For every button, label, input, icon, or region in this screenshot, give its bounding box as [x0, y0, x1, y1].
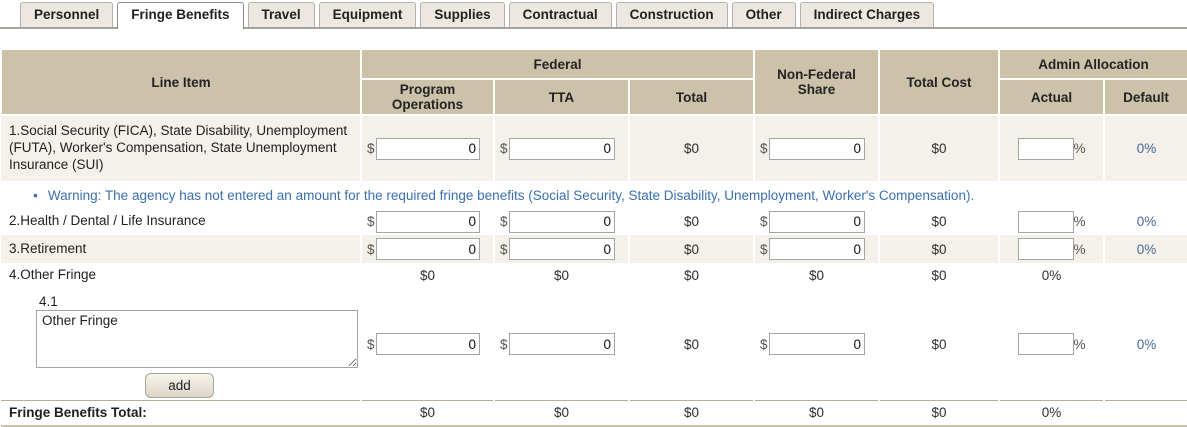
health-tta-input[interactable]	[508, 210, 615, 233]
fica-federal-total: $0	[627, 115, 755, 181]
tab-fringe-benefits[interactable]: Fringe Benefits	[117, 2, 244, 29]
other-default-percent	[1103, 263, 1187, 288]
dollar-sign: $	[500, 336, 508, 352]
health-total-cost: $0	[878, 208, 1000, 235]
col-header-tta: TTA	[493, 78, 630, 116]
line-item-label: 4.Other Fringe	[9, 267, 97, 283]
col-header-default: Default	[1103, 78, 1187, 116]
dollar-sign: $	[760, 241, 768, 257]
sub-total-cost: $0	[878, 288, 1000, 401]
table-row-other-fringe: 4.Other Fringe $0 $0 $0 $0 $0 0%	[1, 263, 1187, 288]
total-default-empty	[1103, 400, 1187, 427]
bullet-icon: •	[33, 186, 38, 203]
sub-item-number: 4.1	[39, 294, 58, 309]
health-actual-percent-input[interactable]	[1017, 210, 1074, 233]
total-cost: $0	[878, 400, 1000, 427]
dollar-sign: $	[367, 141, 375, 156]
col-group-federal: Federal	[359, 48, 756, 80]
retirement-federal-total: $0	[627, 235, 755, 263]
health-default-percent: 0%	[1103, 208, 1187, 235]
fringe-benefits-total-label: Fringe Benefits Total:	[1, 400, 361, 427]
sub-default-percent: 0%	[1103, 288, 1187, 401]
tab-personnel[interactable]: Personnel	[20, 2, 114, 27]
health-federal-total: $0	[627, 208, 755, 235]
col-header-actual: Actual	[998, 78, 1106, 116]
fica-non-federal-input[interactable]	[768, 137, 866, 160]
retirement-tta-input[interactable]	[508, 238, 615, 260]
fringe-benefits-total-row: Fringe Benefits Total: $0 $0 $0 $0 $0 0%	[1, 400, 1187, 427]
tab-contractual[interactable]: Contractual	[508, 2, 612, 27]
dollar-sign: $	[500, 241, 508, 257]
fringe-warning-row: • Warning: The agency has not entered an …	[1, 181, 1187, 208]
tab-equipment[interactable]: Equipment	[318, 2, 417, 27]
warning-text: Warning: The agency has not entered an a…	[47, 187, 975, 203]
percent-sign: %	[1073, 336, 1086, 352]
retirement-program-operations-input[interactable]	[375, 238, 480, 260]
col-header-line-item: Line Item	[0, 48, 362, 116]
health-program-operations-input[interactable]	[375, 210, 480, 233]
percent-sign: %	[1073, 241, 1086, 257]
sub-tta-input[interactable]	[508, 333, 615, 355]
dollar-sign: $	[500, 214, 508, 229]
fica-program-operations-input[interactable]	[375, 137, 480, 160]
sub-federal-total: $0	[627, 288, 755, 401]
fringe-warning-message: • Warning: The agency has not entered an …	[1, 181, 1187, 208]
table-row-health-insurance: 2.Health / Dental / Life Insurance $ $ $…	[1, 208, 1187, 235]
add-button[interactable]: add	[145, 373, 214, 398]
table-row-other-fringe-sub-item: 4.1 Other Fringe add $ $ $0 $ $0 % 0%	[1, 288, 1187, 401]
retirement-default-percent: 0%	[1103, 235, 1187, 263]
percent-sign: %	[1073, 141, 1086, 156]
tab-supplies[interactable]: Supplies	[420, 2, 505, 27]
col-header-program-operations: Program Operations	[360, 78, 495, 116]
col-header-non-federal-share: Non-Federal Share	[753, 48, 881, 116]
line-item-label: 3.Retirement	[1, 235, 361, 263]
col-header-total-cost: Total Cost	[878, 48, 1001, 116]
dollar-sign: $	[760, 336, 768, 352]
total-tta: $0	[493, 400, 629, 427]
retirement-total-cost: $0	[878, 235, 1000, 263]
col-group-admin-allocation: Admin Allocation	[998, 48, 1187, 80]
tab-travel[interactable]: Travel	[247, 2, 315, 27]
fica-total-cost: $0	[878, 115, 1000, 181]
dollar-sign: $	[367, 214, 375, 229]
line-item-label: 2.Health / Dental / Life Insurance	[9, 213, 206, 229]
other-federal-total: $0	[627, 263, 755, 288]
dollar-sign: $	[760, 214, 768, 229]
sub-program-operations-input[interactable]	[375, 333, 480, 355]
other-tta-total: $0	[493, 263, 629, 288]
line-item-label: 1.Social Security (FICA), State Disabili…	[1, 115, 361, 181]
tab-other[interactable]: Other	[731, 2, 796, 27]
sub-non-federal-input[interactable]	[768, 333, 866, 355]
dollar-sign: $	[500, 141, 508, 156]
tab-indirect-charges[interactable]: Indirect Charges	[799, 2, 935, 27]
table-row-retirement: 3.Retirement $ $ $0 $ $0 % 0%	[1, 235, 1187, 263]
retirement-non-federal-input[interactable]	[768, 238, 866, 260]
dollar-sign: $	[367, 336, 375, 352]
fica-actual-percent-input[interactable]	[1017, 137, 1074, 160]
total-program-operations: $0	[360, 400, 494, 427]
other-total-cost: $0	[878, 263, 1000, 288]
other-program-operations-total: $0	[360, 263, 494, 288]
dollar-sign: $	[760, 141, 768, 156]
fica-tta-input[interactable]	[508, 137, 615, 160]
other-fringe-description-textarea[interactable]: Other Fringe	[36, 310, 358, 368]
total-actual-percent: 0%	[998, 400, 1105, 427]
dollar-sign: $	[367, 241, 375, 257]
fica-default-percent: 0%	[1103, 115, 1187, 181]
other-actual-percent: 0%	[998, 263, 1105, 288]
total-non-federal: $0	[753, 400, 880, 427]
col-header-federal-total: Total	[627, 78, 756, 116]
retirement-actual-percent-input[interactable]	[1017, 238, 1074, 260]
tab-construction[interactable]: Construction	[615, 2, 728, 27]
fringe-benefits-table: Line Item Federal Non-Federal Share Tota…	[0, 48, 1187, 427]
other-non-federal-total: $0	[753, 263, 880, 288]
sub-actual-percent-input[interactable]	[1017, 333, 1074, 355]
table-row-social-security: 1.Social Security (FICA), State Disabili…	[1, 115, 1187, 181]
total-federal: $0	[627, 400, 755, 427]
health-non-federal-input[interactable]	[768, 210, 866, 233]
percent-sign: %	[1073, 214, 1086, 229]
budget-tab-bar: Personnel Fringe Benefits Travel Equipme…	[0, 0, 1187, 29]
